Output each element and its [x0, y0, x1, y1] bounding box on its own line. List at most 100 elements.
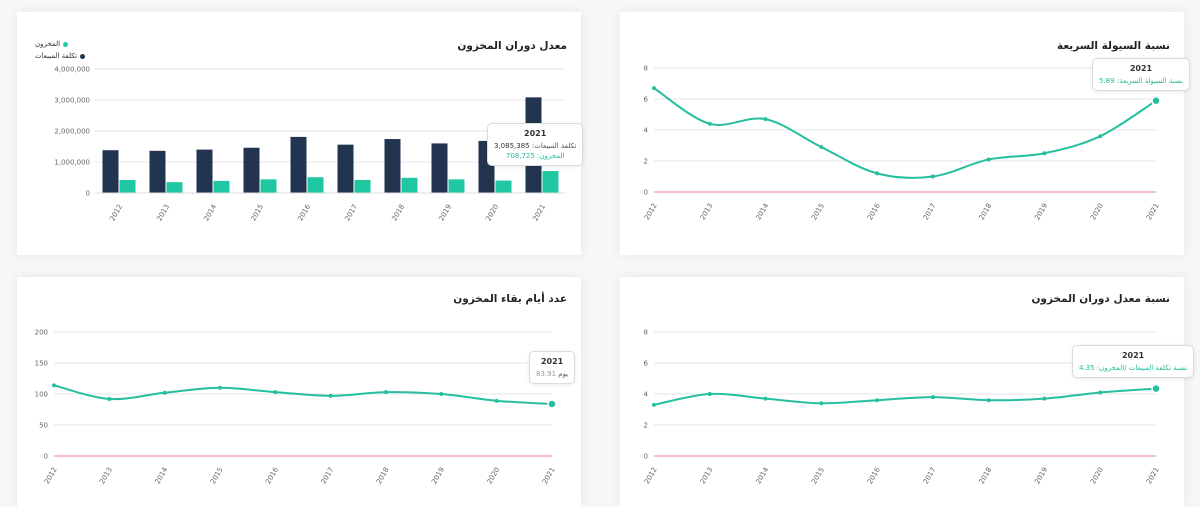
x-tick-label: 2018: [390, 203, 406, 222]
bar-cost: [243, 147, 260, 193]
legend-item-cost[interactable]: تكلفة المبيعات: [35, 50, 86, 62]
highlight-point: [1151, 95, 1161, 106]
data-point: [707, 392, 712, 396]
x-tick-label: 2021: [1145, 466, 1161, 485]
x-tick-label: 2021: [1145, 202, 1161, 221]
x-tick-label: 2013: [699, 202, 715, 221]
x-tick-label: 2016: [866, 202, 882, 222]
tooltip-value: 83.91: [536, 370, 557, 378]
legend-swatch-cost: [80, 53, 86, 59]
x-tick-label: 2015: [249, 203, 265, 222]
x-tick-label: 2017: [922, 202, 938, 221]
y-tick-label: 2: [644, 158, 648, 166]
tooltip-value: 4.35: [1079, 364, 1095, 372]
quick-ratio-card: نسبة السيولة السريعة 0 2 4 6 8 2012 2013 2014 20…: [620, 12, 1190, 255]
tooltip-value-inventory: 708,725: [505, 152, 535, 160]
chart-title: عدد أيام بقاء المخزون: [453, 293, 567, 305]
highlight-point: [1151, 383, 1161, 394]
x-tick-label: 2018: [978, 466, 994, 485]
x-tick-label: 2014: [754, 466, 770, 486]
bar-inventory: [354, 179, 371, 193]
tooltip-line: نسبة تكلفة المبيعات /المخزون: 4.35: [1079, 364, 1187, 372]
bar-inventory: [307, 177, 324, 193]
bar-cost: [149, 150, 166, 193]
bar-cost: [102, 150, 119, 193]
chart-title: معدل دوران المخزون: [457, 40, 567, 52]
data-point: [707, 121, 712, 126]
tooltip-line: نسبة السيولة السريعة: 5.89: [1099, 77, 1183, 85]
y-tick-label: 4: [644, 127, 649, 135]
x-tick-label: 2012: [108, 203, 124, 222]
tooltip-year: 2021: [1129, 64, 1153, 73]
y-tick-label: 4,000,000: [54, 66, 90, 74]
x-tick-label: 2021: [531, 203, 547, 222]
x-tick-label: 2017: [320, 466, 336, 485]
x-tick-label: 2016: [264, 466, 280, 486]
x-tick-label: 2012: [643, 466, 659, 485]
tooltip-label-inventory: المخزون:: [537, 152, 565, 160]
legend-label-cost: تكلفة المبيعات: [35, 52, 78, 60]
x-tick-label: 2014: [754, 202, 770, 222]
tooltip-label: يوم: [558, 370, 569, 378]
x-tick-label: 2018: [978, 202, 994, 221]
bar-inventory: [495, 180, 512, 193]
y-tick-label: 50: [39, 422, 48, 430]
x-tick-label: 2020: [486, 466, 502, 485]
x-tick-label: 2019: [437, 203, 453, 222]
y-tick-label: 200: [35, 329, 48, 337]
x-tick-label: 2019: [430, 466, 446, 485]
y-tick-label: 4: [644, 391, 649, 399]
tooltip-value: 5.89: [1099, 77, 1115, 85]
y-tick-label: 1,000,000: [54, 159, 90, 167]
chart-tooltip: 2021 تكلفة المبيعات: 3,085,385 المخزون: …: [487, 123, 584, 166]
turnover-ratio-plot: 0 2 4 6 8 2012 2013 2014 2015 2016 2017 2018 2019 202…: [643, 329, 1161, 486]
data-point: [819, 145, 824, 150]
data-point: [819, 401, 824, 406]
chart-legend: المخزون تكلفة المبيعات: [35, 38, 86, 62]
x-tick-label: 2016: [296, 203, 312, 223]
y-tick-label: 3,000,000: [54, 97, 90, 105]
y-tick-label: 8: [644, 65, 648, 73]
x-tick-label: 2020: [1089, 466, 1105, 485]
y-tick-label: 0: [644, 189, 648, 197]
bar-inventory: [119, 179, 136, 193]
data-point: [218, 385, 222, 390]
tooltip-line-cost: تكلفة المبيعات: 3,085,385: [494, 142, 576, 150]
y-tick-label: 0: [86, 190, 90, 198]
y-tick-label: 6: [644, 360, 649, 368]
x-tick-label: 2015: [810, 466, 826, 485]
data-point: [1098, 390, 1103, 395]
bar-cost: [290, 136, 307, 193]
bar-inventory: [448, 179, 465, 193]
legend-label-inventory: المخزون: [35, 40, 61, 48]
legend-item-inventory[interactable]: المخزون: [35, 38, 85, 50]
x-tick-label: 2012: [43, 466, 59, 485]
bar-inventory: [213, 180, 230, 193]
inventory-turnover-card: معدل دوران المخزون المخزون تكلفة المبيعا…: [17, 12, 584, 255]
tooltip-label: نسبة السيولة السريعة:: [1116, 77, 1183, 85]
y-tick-label: 0: [644, 453, 648, 461]
x-tick-label: 2013: [699, 466, 715, 485]
y-tick-label: 150: [35, 360, 48, 368]
x-tick-label: 2013: [155, 203, 171, 222]
y-tick-label: 100: [35, 391, 48, 399]
x-tick-label: 2019: [1033, 466, 1049, 485]
data-point: [1098, 134, 1103, 139]
data-point: [162, 390, 167, 395]
bar-inventory: [166, 182, 183, 193]
days-inventory-plot: 0 50 100 150 200 2012 2013 2014 2015 2016 2017 2018…: [35, 329, 557, 486]
y-tick-label: 2,000,000: [54, 128, 90, 136]
bar-cost: [384, 139, 401, 193]
quick-ratio-plot: 0 2 4 6 8 2012 2013 2014 2015 2016 2017 2018 2019 202…: [643, 65, 1161, 222]
x-tick-label: 2012: [643, 202, 659, 221]
data-point: [1042, 151, 1047, 156]
tooltip-label: نسبة تكلفة المبيعات /المخزون:: [1096, 364, 1188, 372]
turnover-ratio-card: نسبة معدل دوران المخزون 0 2 4 6 8 2012 2013 201…: [620, 277, 1195, 507]
bar-inventory: [260, 179, 277, 193]
highlight-point: [547, 399, 557, 409]
data-point: [875, 171, 880, 176]
bar-inventory: [542, 171, 559, 193]
chart-title: نسبة معدل دوران المخزون: [1031, 293, 1170, 305]
legend-swatch-inventory: [63, 41, 69, 47]
data-point: [930, 174, 935, 179]
